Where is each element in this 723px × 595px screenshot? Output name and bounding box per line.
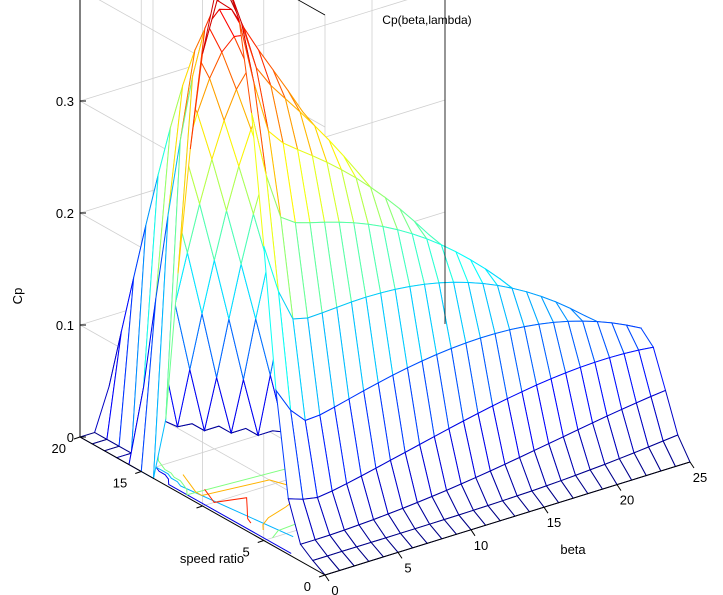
y-tick-label: 15	[113, 476, 127, 491]
x-tick-label: 20	[620, 493, 634, 508]
y-tick	[257, 540, 264, 543]
contour-line	[136, 445, 294, 538]
y-tick	[135, 471, 142, 474]
z-tick-label: 0.3	[56, 94, 74, 109]
contour-line	[204, 489, 252, 524]
x-axis-line	[324, 461, 691, 576]
y-tick-label: 20	[52, 441, 66, 456]
chart-title: Cp(beta,lambda)	[382, 13, 471, 27]
x-tick-label: 5	[404, 560, 411, 575]
z-axis-label: Cp	[10, 288, 25, 305]
x-tick	[324, 574, 330, 582]
x-tick	[543, 506, 549, 514]
x-tick-label: 25	[693, 470, 707, 485]
y-tick	[318, 574, 326, 578]
x-tick-label: 10	[474, 538, 488, 553]
y-axis-label: speed ratio	[180, 551, 244, 566]
y-tick-label: 0	[304, 579, 311, 594]
z-tick-label: 0	[67, 430, 74, 445]
surface-mesh	[78, 0, 691, 576]
x-tick	[689, 461, 695, 469]
x-tick-label: 0	[331, 583, 338, 595]
surface-patch	[202, 0, 220, 54]
x-tick	[470, 529, 476, 537]
y-tick	[73, 436, 81, 440]
y-tick	[196, 505, 203, 509]
z-tick-label: 0.2	[56, 206, 74, 221]
y-tick-label: 5	[243, 545, 250, 560]
contour-line	[182, 474, 298, 531]
gridline-z-back	[79, 0, 408, 102]
x-tick	[616, 484, 622, 491]
x-axis-label: beta	[560, 542, 586, 557]
x-tick	[397, 552, 403, 559]
x-tick-label: 15	[547, 515, 561, 530]
z-tick-label: 0.1	[56, 318, 74, 333]
axes	[73, 0, 695, 582]
